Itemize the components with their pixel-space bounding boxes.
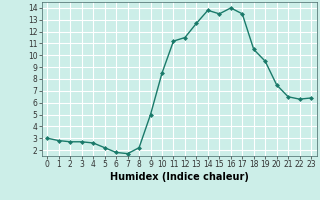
X-axis label: Humidex (Indice chaleur): Humidex (Indice chaleur) [110,172,249,182]
